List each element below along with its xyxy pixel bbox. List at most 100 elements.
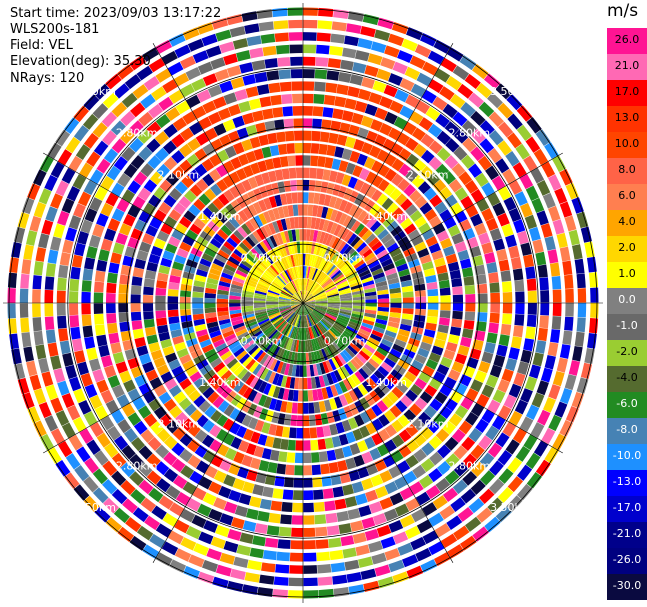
velocity-gate bbox=[389, 188, 402, 201]
velocity-gate bbox=[259, 320, 271, 328]
velocity-gate bbox=[148, 398, 162, 412]
velocity-gate bbox=[331, 357, 340, 369]
velocity-gate bbox=[536, 210, 549, 226]
velocity-gate bbox=[392, 61, 408, 75]
velocity-gate bbox=[268, 371, 277, 384]
velocity-gate bbox=[171, 133, 186, 148]
velocity-gate bbox=[118, 303, 129, 313]
velocity-gate bbox=[82, 325, 94, 338]
velocity-gate bbox=[281, 501, 293, 513]
velocity-gate bbox=[62, 352, 74, 367]
velocity-gate bbox=[322, 317, 333, 327]
velocity-gate bbox=[380, 233, 393, 245]
velocity-gate bbox=[68, 434, 83, 451]
velocity-gate bbox=[175, 491, 191, 506]
velocity-gate bbox=[280, 400, 288, 413]
velocity-gate bbox=[533, 440, 549, 457]
velocity-gate bbox=[378, 164, 390, 178]
velocity-gate bbox=[146, 261, 159, 272]
velocity-gate bbox=[278, 451, 288, 463]
velocity-gate bbox=[222, 160, 235, 174]
velocity-gate bbox=[73, 203, 86, 218]
velocity-gate bbox=[514, 279, 525, 292]
velocity-gate bbox=[541, 161, 556, 178]
velocity-gate bbox=[449, 269, 462, 280]
velocity-gate bbox=[274, 194, 283, 207]
velocity-gate bbox=[311, 130, 321, 142]
velocity-gate bbox=[189, 121, 203, 136]
velocity-gate bbox=[460, 154, 476, 170]
velocity-gate bbox=[143, 413, 158, 427]
velocity-gate bbox=[268, 288, 281, 295]
velocity-gate bbox=[293, 266, 298, 279]
velocity-gate bbox=[357, 88, 372, 101]
velocity-gate bbox=[291, 402, 298, 414]
velocity-gate bbox=[41, 219, 54, 236]
velocity-gate bbox=[366, 377, 378, 390]
velocity-gate bbox=[201, 559, 219, 573]
velocity-gate bbox=[252, 484, 265, 496]
velocity-gate bbox=[391, 386, 404, 399]
velocity-gate bbox=[559, 246, 571, 262]
velocity-gate bbox=[92, 122, 108, 138]
velocity-gate bbox=[389, 492, 404, 506]
velocity-gate bbox=[113, 156, 128, 171]
velocity-gate bbox=[100, 389, 114, 404]
velocity-gate bbox=[118, 293, 129, 303]
velocity-gate bbox=[248, 272, 260, 281]
velocity-gate bbox=[383, 237, 396, 249]
range-label: 2.10km bbox=[407, 168, 449, 181]
velocity-gate bbox=[117, 419, 132, 434]
velocity-gate bbox=[103, 497, 119, 514]
velocity-gate bbox=[452, 310, 463, 320]
velocity-gate bbox=[379, 470, 393, 483]
velocity-gate bbox=[508, 207, 522, 223]
velocity-gate bbox=[148, 342, 161, 353]
velocity-gate bbox=[301, 315, 303, 328]
velocity-gate bbox=[119, 370, 132, 384]
colorbar-cell bbox=[607, 444, 647, 470]
velocity-gate bbox=[148, 104, 164, 119]
velocity-gate bbox=[84, 336, 96, 350]
velocity-gate bbox=[320, 245, 328, 258]
velocity-gate bbox=[431, 345, 444, 356]
velocity-gate bbox=[497, 186, 512, 201]
velocity-gate bbox=[423, 187, 437, 201]
velocity-gate bbox=[255, 334, 266, 345]
velocity-gate bbox=[197, 61, 214, 75]
velocity-gate bbox=[283, 310, 294, 319]
velocity-gate bbox=[245, 253, 257, 264]
velocity-gate bbox=[297, 390, 303, 402]
velocity-gate bbox=[422, 365, 435, 377]
velocity-gate bbox=[396, 263, 409, 272]
velocity-gate bbox=[426, 316, 438, 324]
velocity-gate bbox=[283, 286, 294, 296]
velocity-gate bbox=[364, 156, 376, 170]
velocity-gate bbox=[383, 183, 396, 197]
velocity-gate bbox=[370, 119, 383, 132]
velocity-gate bbox=[329, 222, 338, 235]
velocity-gate bbox=[278, 305, 291, 310]
velocity-gate bbox=[542, 192, 556, 209]
velocity-gate bbox=[339, 290, 352, 296]
velocity-gate bbox=[372, 80, 387, 93]
velocity-gate bbox=[586, 256, 597, 273]
velocity-gate bbox=[130, 228, 144, 241]
velocity-gate bbox=[257, 259, 268, 270]
velocity-gate bbox=[338, 380, 348, 393]
velocity-gate bbox=[282, 309, 293, 318]
velocity-gate bbox=[98, 344, 110, 358]
velocity-gate bbox=[346, 272, 358, 281]
velocity-gate bbox=[111, 470, 127, 486]
velocity-gate bbox=[230, 77, 245, 90]
velocity-gate bbox=[66, 185, 81, 202]
velocity-gate bbox=[327, 306, 340, 311]
velocity-gate bbox=[226, 14, 243, 26]
velocity-gate bbox=[84, 257, 96, 270]
velocity-gate bbox=[249, 496, 262, 508]
velocity-gate bbox=[84, 383, 98, 399]
velocity-gate bbox=[433, 338, 446, 349]
velocity-gate bbox=[193, 376, 206, 389]
velocity-gate bbox=[172, 165, 186, 180]
velocity-gate bbox=[357, 210, 368, 223]
